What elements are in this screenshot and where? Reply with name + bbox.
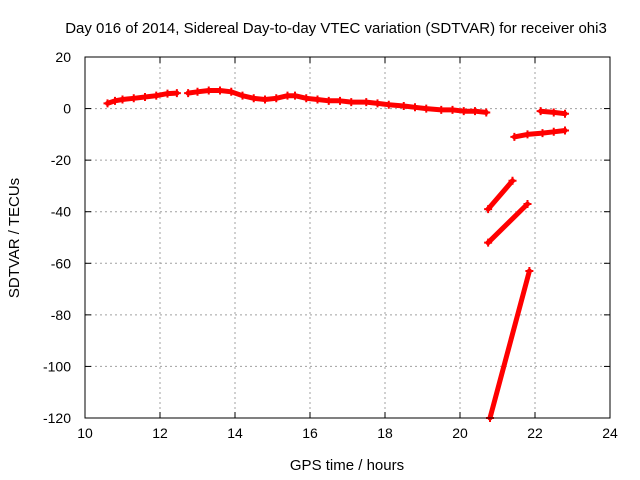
x-axis-label: GPS time / hours (290, 457, 404, 474)
data-point (249, 94, 258, 103)
data-point (362, 98, 371, 107)
data-point (324, 96, 333, 105)
data-point (216, 86, 224, 95)
y-tick-label: -120 (43, 410, 71, 426)
data-point (536, 107, 545, 116)
y-tick-labels: -120 -100 -80 -60 -40 -20 0 20 (43, 49, 71, 426)
data-point (227, 87, 236, 96)
axis-ticks (84, 56, 611, 419)
data-point (549, 127, 558, 136)
data-point (103, 99, 112, 108)
data-point (437, 105, 446, 114)
data-point (525, 267, 534, 276)
data-point (272, 94, 281, 103)
x-tick-label: 22 (527, 425, 543, 441)
data-point (549, 108, 558, 117)
data-point (484, 205, 493, 214)
data-point (471, 107, 479, 116)
data-point (538, 129, 547, 138)
data-point (373, 99, 382, 108)
data-trace (487, 268, 532, 421)
data-point (336, 96, 344, 105)
data-point (448, 105, 457, 114)
grid-lines (85, 57, 610, 418)
x-tick-label: 18 (377, 425, 393, 441)
data-point (508, 176, 517, 185)
x-tick-label: 12 (152, 425, 168, 441)
x-tick-label: 24 (602, 425, 618, 441)
y-tick-label: -60 (51, 255, 71, 271)
data-point (561, 109, 569, 118)
chart-title: Day 016 of 2014, Sidereal Day-to-day VTE… (65, 20, 607, 37)
data-point (141, 92, 149, 101)
x-tick-labels: 10 12 14 16 18 20 22 24 (77, 425, 618, 441)
x-tick-label: 10 (77, 425, 93, 441)
data-marks (103, 86, 569, 422)
data-point (484, 238, 493, 247)
data-point (283, 91, 292, 100)
data-point (152, 91, 161, 100)
data-point (561, 126, 569, 135)
data-point (193, 87, 202, 96)
data-point (313, 95, 322, 104)
x-tick-label: 16 (302, 425, 318, 441)
x-tick-label: 20 (452, 425, 468, 441)
y-tick-label: 20 (55, 49, 71, 65)
plot-frame (84, 56, 611, 419)
data-point (523, 199, 532, 208)
data-point (411, 103, 419, 112)
data-point (422, 104, 431, 113)
data-trace (485, 201, 530, 246)
data-point (238, 91, 247, 100)
data-trace (485, 178, 515, 212)
data-point (523, 130, 532, 139)
data-point (129, 94, 138, 103)
y-axis-label: SDTVAR / TECUs (6, 178, 23, 298)
data-point (172, 89, 181, 98)
data-point (347, 98, 356, 107)
data-point (291, 91, 299, 100)
data-point (399, 101, 408, 110)
y-tick-label: -40 (51, 204, 71, 220)
y-tick-label: 0 (63, 101, 71, 117)
data-point (510, 132, 519, 141)
data-trace (105, 90, 180, 106)
x-tick-label: 14 (227, 425, 243, 441)
data-point (163, 89, 172, 98)
data-point (111, 96, 119, 105)
data-point (459, 107, 468, 116)
data-point (204, 86, 213, 95)
y-tick-label: -80 (51, 307, 71, 323)
data-point (261, 95, 269, 104)
data-point (384, 100, 393, 109)
y-tick-label: -100 (43, 358, 71, 374)
y-tick-label: -20 (51, 152, 71, 168)
data-point (482, 108, 491, 117)
data-point (184, 89, 193, 98)
data-point (118, 95, 127, 104)
data-point (302, 94, 311, 103)
